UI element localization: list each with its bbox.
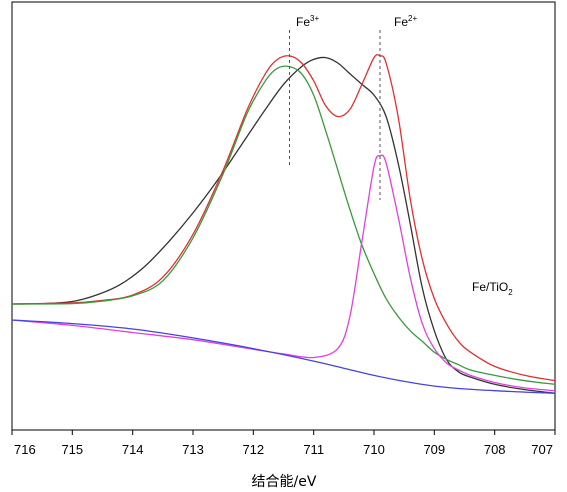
x-tick-label: 708 xyxy=(484,442,506,457)
x-tick-label: 707 xyxy=(531,442,553,457)
fe2-label-sup: 2+ xyxy=(408,14,417,23)
fe2-annotation: Fe2+ xyxy=(394,14,417,29)
x-tick-label: 711 xyxy=(303,442,324,457)
reference-lines xyxy=(289,30,381,200)
plot-frame xyxy=(11,1,556,431)
x-tick-label: 709 xyxy=(423,442,445,457)
x-tick-label: 712 xyxy=(242,442,264,457)
x-tick-label: 710 xyxy=(363,442,385,457)
fe3-label-sup: 3+ xyxy=(310,14,319,23)
sample-label-base: Fe/TiO xyxy=(472,280,508,294)
sample-annotation: Fe/TiO2 xyxy=(472,280,513,297)
series-line-2 xyxy=(11,54,556,382)
fe2-label-base: Fe xyxy=(394,15,408,29)
x-axis-label: 结合能/eV xyxy=(252,474,317,490)
series-line-3 xyxy=(11,65,556,385)
x-tick-label: 714 xyxy=(122,442,144,457)
series-line-5 xyxy=(11,319,556,394)
fe3-label-base: Fe xyxy=(296,15,310,29)
x-axis-ticks: 716 715 714 713 712 711 710 709 708 707 xyxy=(11,430,556,457)
fe3-annotation: Fe3+ xyxy=(296,14,319,29)
x-tick-label: 713 xyxy=(182,442,204,457)
series-line-4 xyxy=(11,154,556,392)
x-tick-label: 715 xyxy=(61,442,83,457)
series-layer xyxy=(11,54,556,394)
sample-label-sub: 2 xyxy=(508,288,513,297)
x-tick-label: 716 xyxy=(14,442,36,457)
series-line-1 xyxy=(11,56,556,394)
